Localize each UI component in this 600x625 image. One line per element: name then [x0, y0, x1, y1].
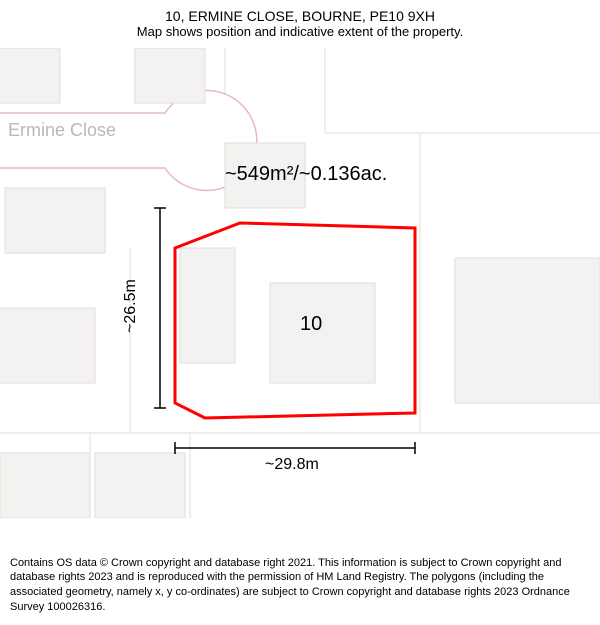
header: 10, ERMINE CLOSE, BOURNE, PE10 9XH Map s…	[0, 0, 600, 43]
map-svg	[0, 48, 600, 518]
road-label: Ermine Close	[8, 120, 116, 141]
height-dim-label: ~26.5m	[122, 279, 140, 333]
map-canvas: Ermine Close ~549m²/~0.136ac. ~26.5m ~29…	[0, 48, 600, 518]
area-label: ~549m²/~0.136ac.	[225, 163, 387, 186]
page-subtitle: Map shows position and indicative extent…	[10, 24, 590, 39]
copyright-footer: Contains OS data © Crown copyright and d…	[0, 548, 600, 625]
width-dim-label: ~29.8m	[265, 456, 319, 474]
page-title: 10, ERMINE CLOSE, BOURNE, PE10 9XH	[10, 8, 590, 24]
plot-number: 10	[300, 313, 322, 336]
